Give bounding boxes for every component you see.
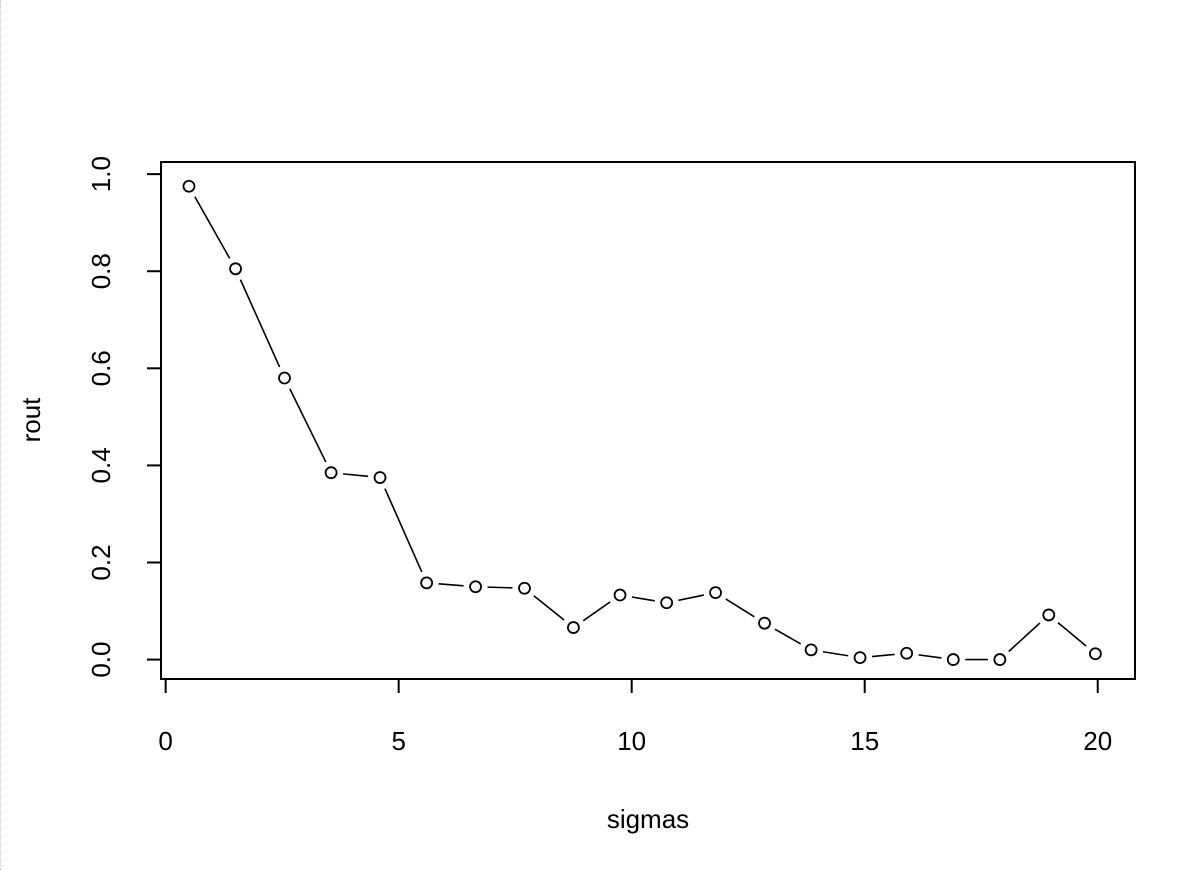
x-tick-label: 5 (391, 726, 405, 756)
x-axis-title: sigmas (607, 804, 689, 834)
data-point (324, 466, 338, 480)
series-segment (918, 654, 942, 659)
y-axis: 0.0 0.2 0.4 0.6 0.8 1.0 (86, 156, 162, 678)
data-point (660, 596, 674, 610)
series-segment (194, 196, 231, 259)
x-tick-label: 15 (850, 726, 879, 756)
left-border-dots (0, 0, 3, 870)
y-tick-label: 1.0 (86, 156, 116, 192)
data-point (946, 653, 960, 666)
data-point (229, 262, 242, 276)
series-segment (871, 653, 895, 658)
x-tick-label: 0 (158, 726, 172, 756)
series-line (194, 196, 1087, 661)
series-segment (1008, 622, 1041, 653)
data-point (853, 651, 867, 665)
data-point (613, 588, 627, 602)
series-segment (533, 595, 565, 621)
x-tick-label: 20 (1083, 726, 1112, 756)
y-tick-label: 0.2 (86, 544, 116, 580)
series-segment (725, 598, 755, 618)
x-axis: 0 5 10 15 20 (158, 678, 1112, 756)
series-segment (289, 388, 327, 463)
series-segment (239, 279, 281, 368)
data-point (900, 646, 914, 660)
plot-frame (160, 161, 1136, 680)
data-point (373, 471, 387, 484)
y-tick-label: 0.4 (86, 447, 116, 483)
data-point (420, 576, 434, 590)
series-segment (1057, 621, 1087, 647)
series-points (182, 179, 1102, 666)
series-segment (487, 586, 513, 589)
y-tick-label: 0.0 (86, 642, 116, 678)
data-point (758, 616, 771, 630)
y-tick-label: 0.6 (86, 350, 116, 386)
data-point (993, 653, 1007, 666)
data-point (469, 580, 482, 594)
data-point (1088, 647, 1102, 661)
series-segment (582, 601, 611, 622)
x-tick-label: 10 (617, 726, 646, 756)
data-point (182, 179, 196, 193)
series-segment (631, 596, 655, 602)
data-point (1042, 608, 1056, 622)
series-segment (384, 488, 423, 573)
data-point (804, 643, 818, 657)
y-axis-title: rout (16, 397, 46, 443)
series-segment (822, 650, 849, 657)
series-segment (342, 473, 369, 478)
data-point (518, 581, 531, 595)
series-segment (678, 594, 704, 602)
data-point (567, 621, 580, 634)
series-segment (774, 628, 802, 645)
data-point (709, 586, 722, 599)
data-point (278, 371, 291, 385)
y-tick-label: 0.8 (86, 253, 116, 289)
series-segment (438, 583, 464, 587)
